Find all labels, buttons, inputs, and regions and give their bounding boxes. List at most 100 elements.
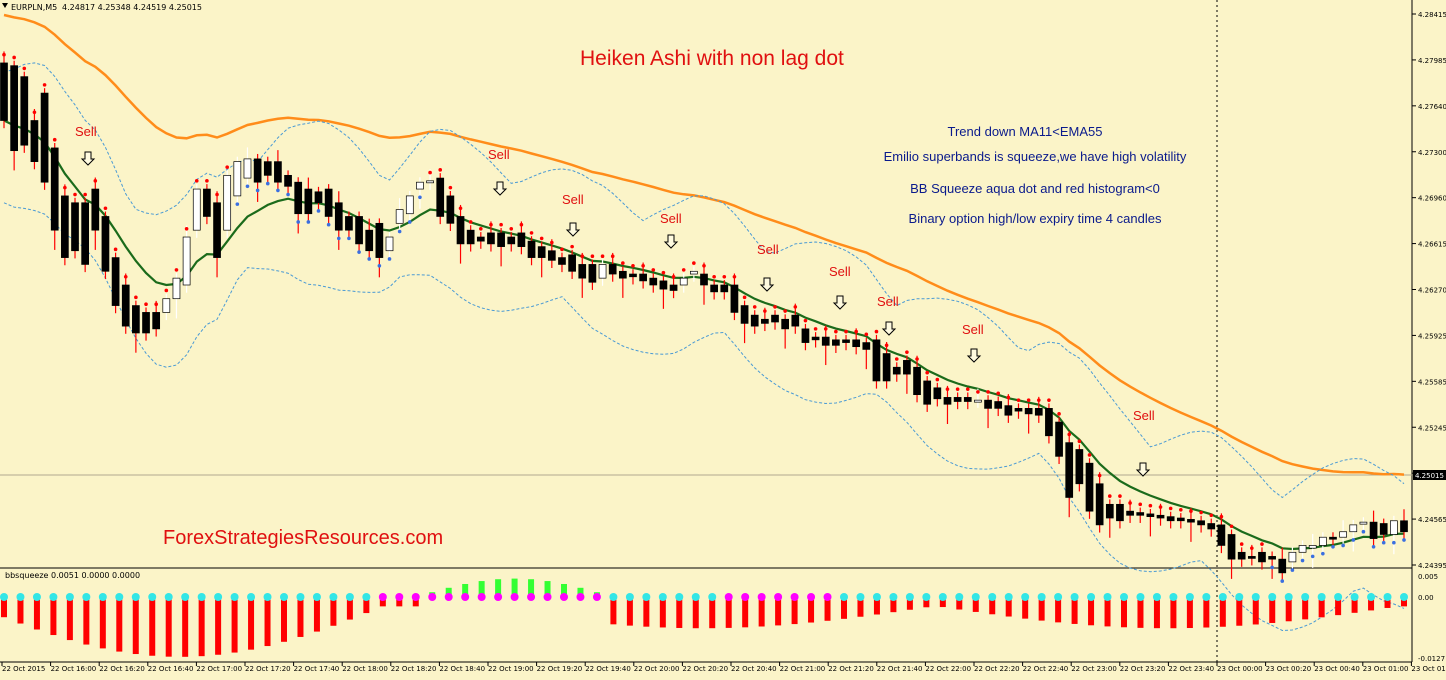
candle-body [355,216,363,245]
squeeze-dot [98,593,107,601]
nonlag-dot [32,110,37,115]
squeeze-dot [823,593,832,601]
squeeze-histogram-bar [775,597,782,626]
squeeze-dot [658,593,667,601]
squeeze-dot [724,593,733,601]
squeeze-histogram-bar [857,597,864,617]
squeeze-dot [312,593,321,601]
candle-body [385,236,394,252]
candle-body [1339,531,1347,538]
candle-body [1197,520,1205,526]
time-axis-label: 22 Oct 20:20 [682,665,728,673]
candle-body [953,397,962,402]
candle-body [832,339,840,346]
nonlag-dot [712,274,716,279]
squeeze-dot [905,593,914,601]
squeeze-histogram-bar [1219,597,1226,627]
nonlag-dot [479,227,483,231]
squeeze-dot [1087,593,1096,601]
nonlag-dot [407,220,412,224]
nonlag-dot [1270,565,1274,570]
squeeze-dot [1169,593,1178,601]
candle-body [182,236,191,286]
squeeze-dot [560,593,568,601]
squeeze-dot [444,593,453,601]
time-axis-label: 22 Oct 23:40 [1168,665,1214,673]
candle-body [1146,513,1155,518]
candle-body [405,195,414,215]
website-watermark: ForexStrategiesResources.com [163,527,443,549]
candle-body [81,202,90,265]
nonlag-dot [570,244,574,249]
time-axis-label: 22 Oct 21:00 [780,665,826,673]
squeeze-histogram-bar [116,597,123,652]
nonlag-dot [123,274,128,279]
squeeze-dot [1152,593,1161,601]
squeeze-histogram-bar [215,597,222,655]
price-axis-label: 4.26960 [1418,195,1446,203]
nonlag-dot [1006,395,1011,400]
candle-body [923,380,932,405]
squeeze-dot [115,593,124,601]
squeeze-dot [988,593,997,601]
nonlag-dot [1392,540,1396,545]
squeeze-dot [1004,593,1013,601]
squeeze-dot [131,593,140,601]
squeeze-histogram-bar [626,597,633,626]
nonlag-dot [935,377,940,382]
nonlag-dot [844,329,848,334]
squeeze-dot [411,593,420,601]
nonlag-dot [692,261,696,265]
nonlag-dot [600,254,605,259]
squeeze-histogram-bar [528,579,535,597]
nonlag-dot [671,274,676,279]
ohlc-readout: 4.24817 4.25348 4.24519 4.25015 [62,3,202,12]
nonlag-dot [347,236,351,241]
candle-body [1187,519,1195,523]
squeeze-dot [1037,593,1046,601]
price-axis-label: 4.27985 [1418,57,1446,65]
candle-body [801,328,810,343]
candle-body [1247,556,1256,559]
candle-body [263,161,272,176]
nonlag-dot [164,288,169,293]
squeeze-dot [1383,593,1392,601]
sell-arrow-icon [80,151,96,166]
sell-label-5: Sell [757,242,779,257]
candle-body [1288,551,1297,563]
time-axis-label: 23 Oct 00:00 [1217,665,1263,673]
candle-body [842,339,850,343]
candle-body [294,181,303,215]
squeeze-dot [197,593,206,601]
candle-body [639,273,647,282]
candle-body [233,161,242,197]
sell-label-4: Sell [660,211,682,226]
squeeze-histogram-bar [1038,597,1045,621]
squeeze-dot [494,593,503,601]
chart-title-annotation: Heiken Ashi with non lag dot [580,47,844,70]
nonlag-dot [489,222,493,227]
info-line-1: Trend down MA11<EMA55 [948,124,1103,139]
candle-body [476,236,485,242]
squeeze-histogram-bar [83,597,90,645]
nonlag-dot [144,302,148,306]
sell-arrow-icon [1135,462,1151,477]
squeeze-dot [691,593,700,601]
nonlag-dot [1087,453,1092,457]
time-axis-label: 22 Oct 21:20 [828,665,874,673]
time-axis-label: 23 Oct 00:20 [1266,665,1312,673]
candle-body [20,76,29,146]
nonlag-dot [854,329,858,334]
time-axis-label: 22 Oct 16:20 [99,665,145,673]
candle-body [943,397,952,405]
candle-body [192,188,201,231]
price-axis-label: 4.27640 [1418,103,1446,111]
squeeze-histogram-bar [1368,597,1375,611]
squeeze-histogram-bar [1186,597,1193,629]
squeeze-histogram-bar [544,581,551,597]
nonlag-dot [245,184,250,189]
chart-menu-triangle-icon[interactable] [2,3,8,8]
candle-body [588,264,597,283]
candle-body [446,195,455,224]
